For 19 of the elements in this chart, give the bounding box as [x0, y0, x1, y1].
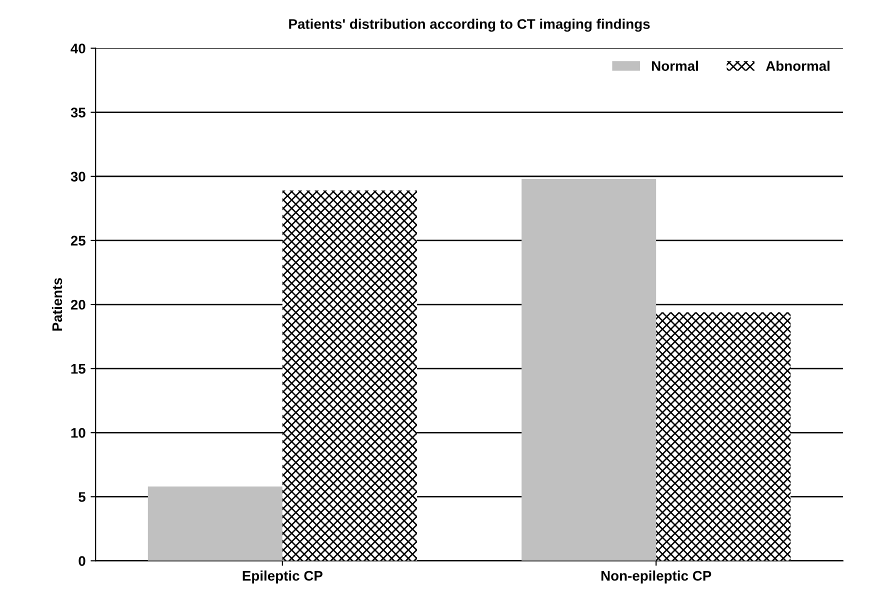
legend-label: Abnormal [766, 60, 830, 71]
y-tick-label: 10 [71, 428, 86, 438]
y-tick-label: 5 [78, 492, 86, 502]
bar [656, 312, 791, 561]
y-tick-label: 15 [71, 364, 86, 374]
bar [148, 486, 282, 561]
legend-label: Normal [652, 60, 698, 71]
y-tick-label: 30 [70, 172, 86, 182]
x-tick-label: Non-epileptic CP [601, 570, 712, 584]
y-axis-title: Patients [52, 278, 62, 331]
y-tick-label: 35 [70, 108, 86, 118]
chart-title: Patients' distribution according to CT imaging findings [289, 18, 650, 32]
x-tick-label: Epileptic CP [242, 570, 322, 584]
y-tick-label: 25 [70, 236, 86, 246]
y-tick-label: 20 [70, 300, 86, 310]
bar [282, 190, 417, 561]
y-tick-label: 0 [78, 556, 86, 566]
y-tick-label: 40 [70, 44, 86, 54]
bar [522, 178, 656, 561]
